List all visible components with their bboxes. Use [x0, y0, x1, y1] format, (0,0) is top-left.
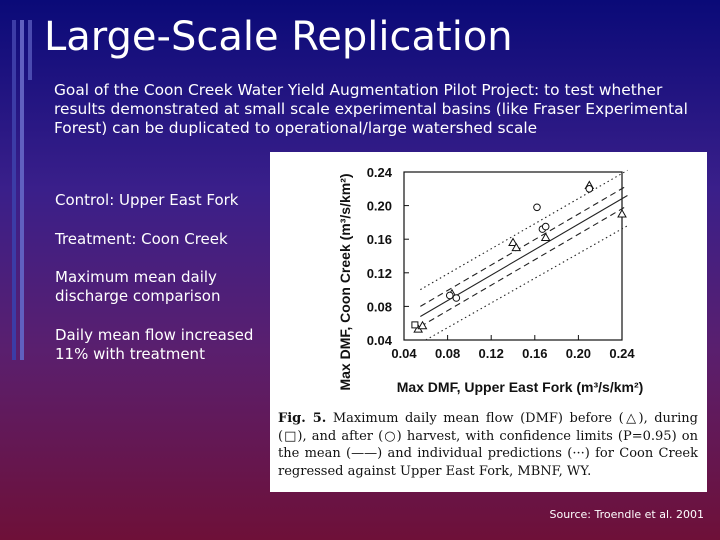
source-note: Source: Troendle et al. 2001 — [549, 508, 705, 521]
y-tick-label: 0.08 — [367, 299, 392, 314]
y-tick-label: 0.12 — [367, 266, 392, 281]
x-tick-label: 0.04 — [391, 346, 417, 361]
circle-marker — [445, 291, 454, 300]
plot-frame — [403, 171, 623, 341]
fit-line-dashed — [420, 205, 628, 328]
point-comparison: Maximum mean daily discharge comparison — [55, 268, 221, 305]
triangle-marker — [508, 237, 518, 247]
fit-line-dashed — [420, 184, 628, 307]
point-control: Control: Upper East Fork — [55, 191, 239, 209]
triangle-marker — [540, 232, 551, 242]
fit-line-dotted — [420, 169, 628, 291]
point-result: Daily mean flow increased 11% with treat… — [55, 326, 254, 363]
circle-marker — [533, 203, 541, 212]
figure-panel: 0.04 0.08 0.12 0.16 0.20 0.24 0.04 0.08 0.12 0.16… — [270, 152, 707, 492]
x-tick-label: 0.16 — [522, 346, 547, 361]
decor-bar — [28, 20, 32, 80]
decor-bar — [20, 20, 24, 360]
slide-title: Large-Scale Replication — [44, 14, 513, 60]
y-axis-label: Max DMF, Coon Creek (m³/s/km²) — [337, 173, 353, 390]
x-tick-label: 0.20 — [566, 346, 591, 361]
figure-caption: Fig. 5. Maximum daily mean flow (DMF) be… — [278, 410, 698, 480]
circle-marker — [452, 294, 461, 302]
y-tick-label: 0.16 — [367, 232, 392, 247]
circle-marker — [541, 222, 550, 231]
x-tick-label: 0.08 — [435, 346, 460, 361]
y-tick-label: 0.20 — [367, 199, 392, 214]
decor-bar — [12, 20, 16, 360]
y-tick-label: 0.24 — [367, 165, 393, 180]
square-marker — [411, 321, 419, 329]
x-axis-label: Max DMF, Upper East Fork (m³/s/km²) — [397, 379, 644, 395]
caption-label: Fig. 5. — [278, 411, 327, 426]
fit-line-dotted — [425, 225, 628, 341]
circle-marker — [585, 185, 594, 193]
x-tick-label: 0.12 — [479, 346, 504, 361]
triangle-marker — [417, 320, 428, 330]
triangle-marker — [617, 208, 627, 218]
triangle-marker — [511, 242, 522, 252]
x-tick-label: 0.24 — [609, 346, 635, 361]
goal-text: Goal of the Coon Creek Water Yield Augme… — [54, 81, 688, 137]
scatter-chart: 0.04 0.08 0.12 0.16 0.20 0.24 0.04 0.08 0.12 0.16… — [337, 165, 644, 395]
caption-text: Maximum daily mean flow (DMF) before (△)… — [278, 411, 698, 479]
y-tick-label: 0.04 — [367, 333, 393, 348]
point-treatment: Treatment: Coon Creek — [55, 230, 228, 248]
